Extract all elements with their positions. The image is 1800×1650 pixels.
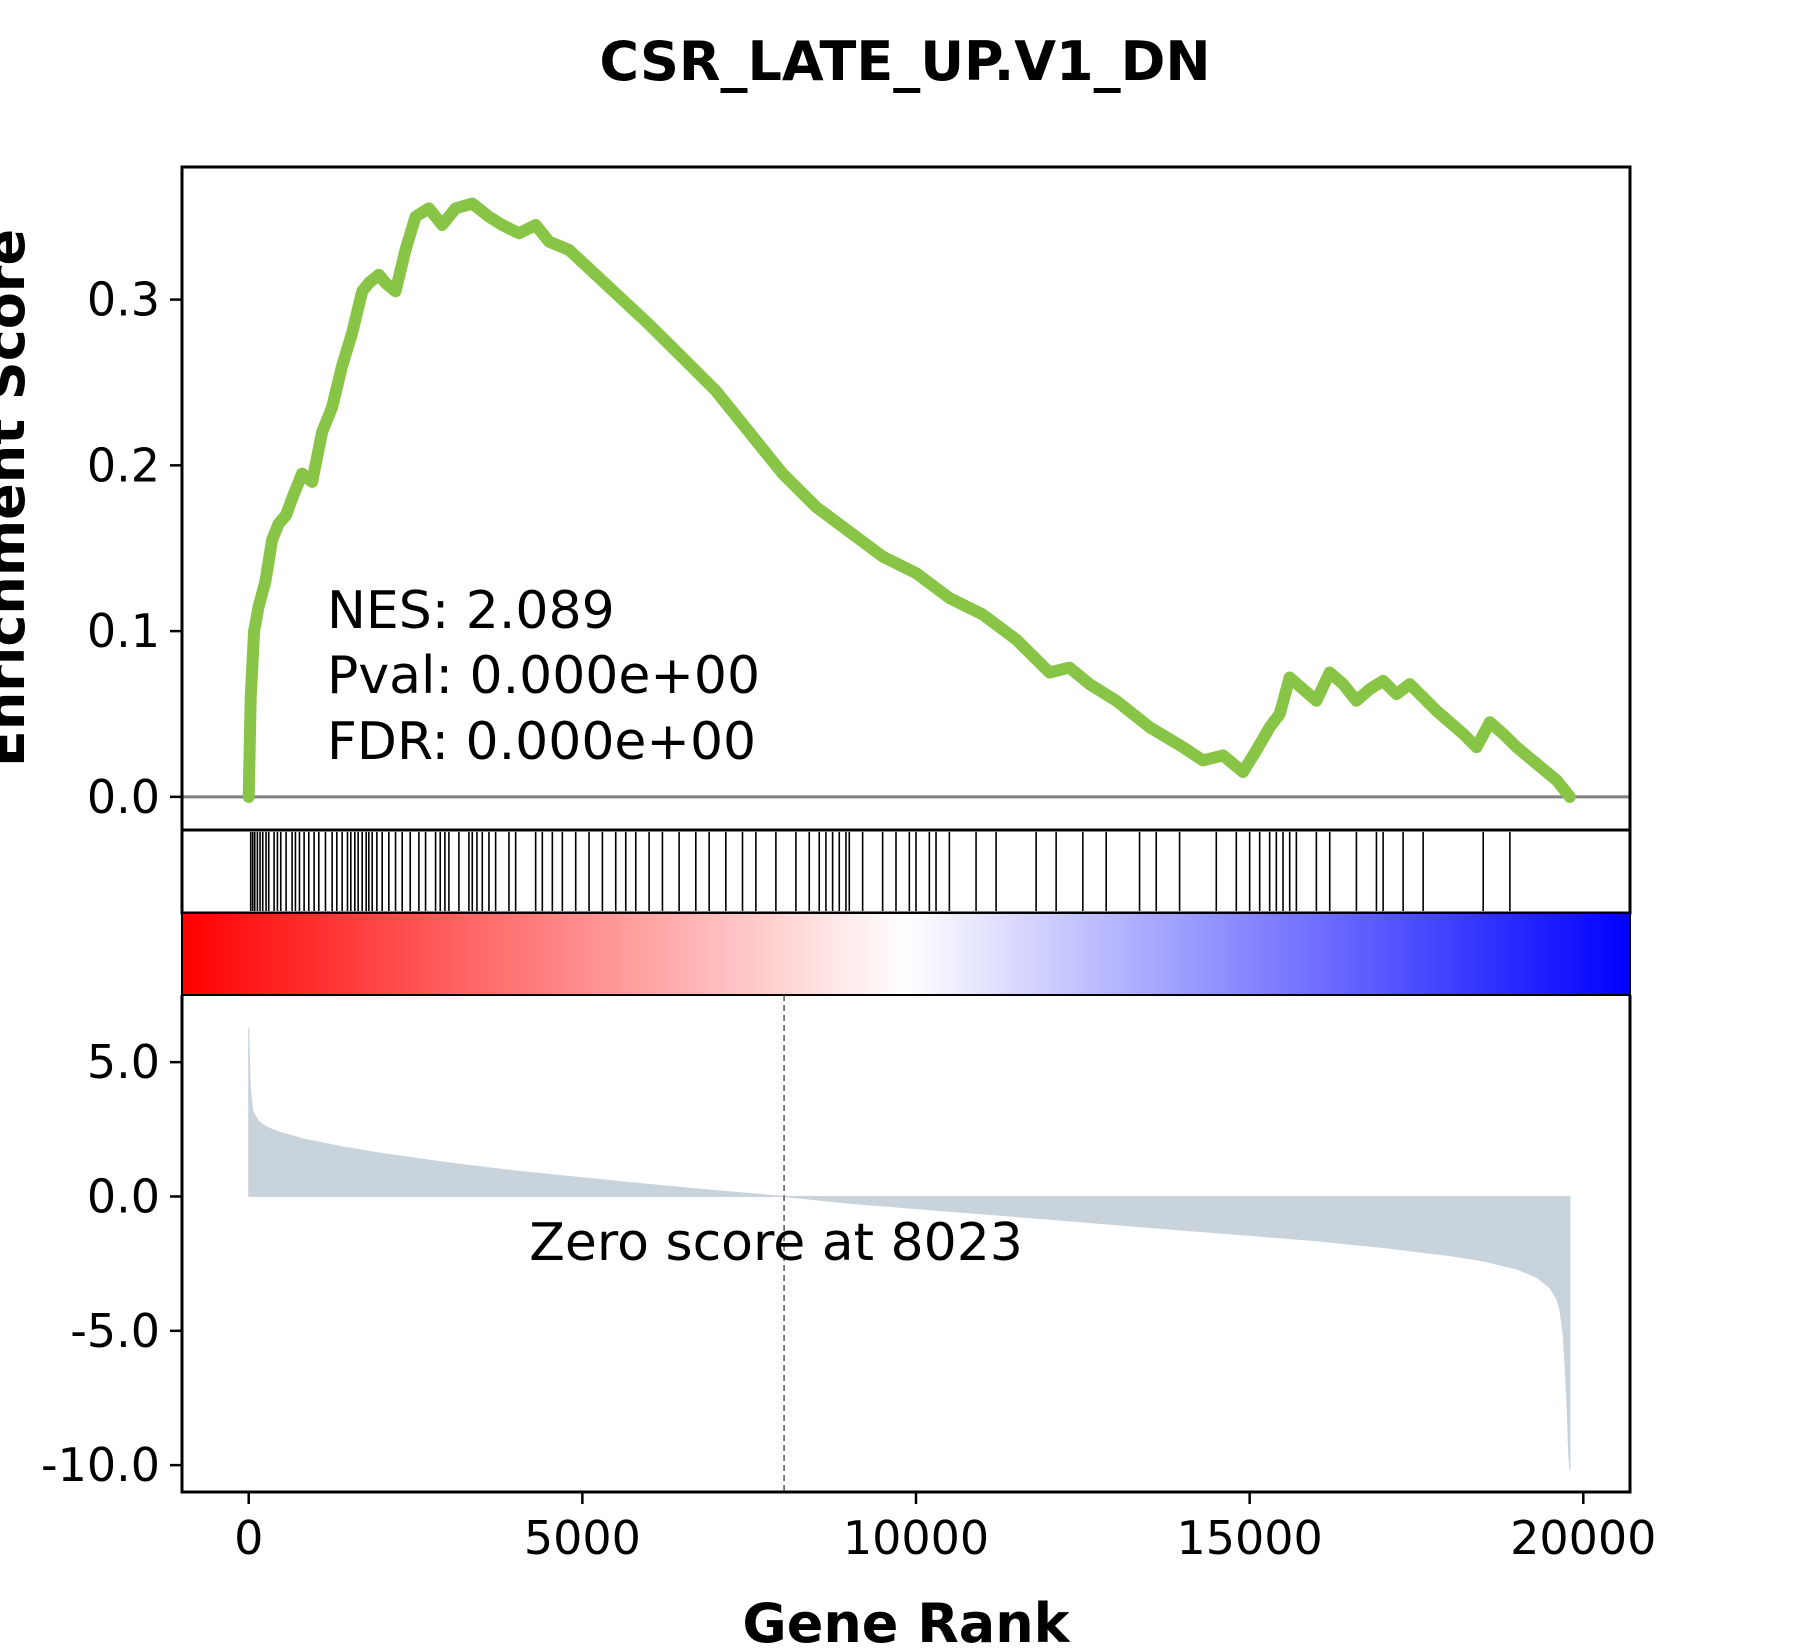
es-y-ticks: 0.0 0.1 0.2 0.3 bbox=[87, 273, 182, 824]
enrichment-score-line bbox=[242, 197, 1576, 803]
x-tick-label: 20000 bbox=[1510, 1511, 1656, 1565]
rank-y-tick-label: 5.0 bbox=[87, 1035, 160, 1089]
rank-y-tick-label: 0.0 bbox=[87, 1169, 160, 1223]
fdr-text: FDR: 0.000e+00 bbox=[327, 712, 756, 772]
rank-x-ticks: 0 5000 10000 15000 20000 bbox=[234, 1492, 1656, 1565]
hits-panel bbox=[180, 828, 1632, 915]
enrichment-score-panel: 0.00.10.20.3 NES: 2.089 Pval: 0.000e+00 … bbox=[0, 165, 1632, 832]
nes-text: NES: 2.089 bbox=[327, 581, 615, 641]
hits-panel-frame bbox=[180, 828, 1632, 915]
rank-y-ticks: 5.0 0.0 -5.0 -10.0 bbox=[41, 1035, 182, 1492]
ranked-metric-area bbox=[248, 1027, 1571, 1471]
es-y-tick-label: 0.2 bbox=[87, 438, 160, 492]
x-axis-label: Gene Rank bbox=[742, 1592, 1070, 1650]
es-y-tick-label: 0.0 bbox=[87, 770, 160, 824]
es-y-tick-label: 0.3 bbox=[87, 273, 160, 327]
pval-text: Pval: 0.000e+00 bbox=[327, 646, 760, 706]
gene-hit-marks bbox=[249, 832, 1511, 911]
rank-panel-frame bbox=[180, 995, 1632, 1494]
zero-score-label: Zero score at 8023 bbox=[529, 1213, 1023, 1273]
x-tick-label: 0 bbox=[234, 1511, 263, 1565]
es-y-axis-label: Enrichment Score bbox=[0, 229, 37, 767]
ranked-metric-panel: Zero score at 8023 5.0 0.0 -5.0 -10.0 0 5000… bbox=[41, 995, 1656, 1650]
es-y-tick-label: 0.1 bbox=[87, 604, 160, 658]
ranking-heatmap-bar bbox=[181, 912, 1631, 996]
chart-title: CSR_LATE_UP.V1_DN bbox=[599, 30, 1210, 93]
rank-y-tick-label: -10.0 bbox=[41, 1438, 160, 1492]
rank-y-tick-label: -5.0 bbox=[70, 1304, 160, 1358]
x-tick-label: 15000 bbox=[1176, 1511, 1322, 1565]
x-tick-label: 10000 bbox=[843, 1511, 989, 1565]
x-tick-label: 5000 bbox=[524, 1511, 641, 1565]
